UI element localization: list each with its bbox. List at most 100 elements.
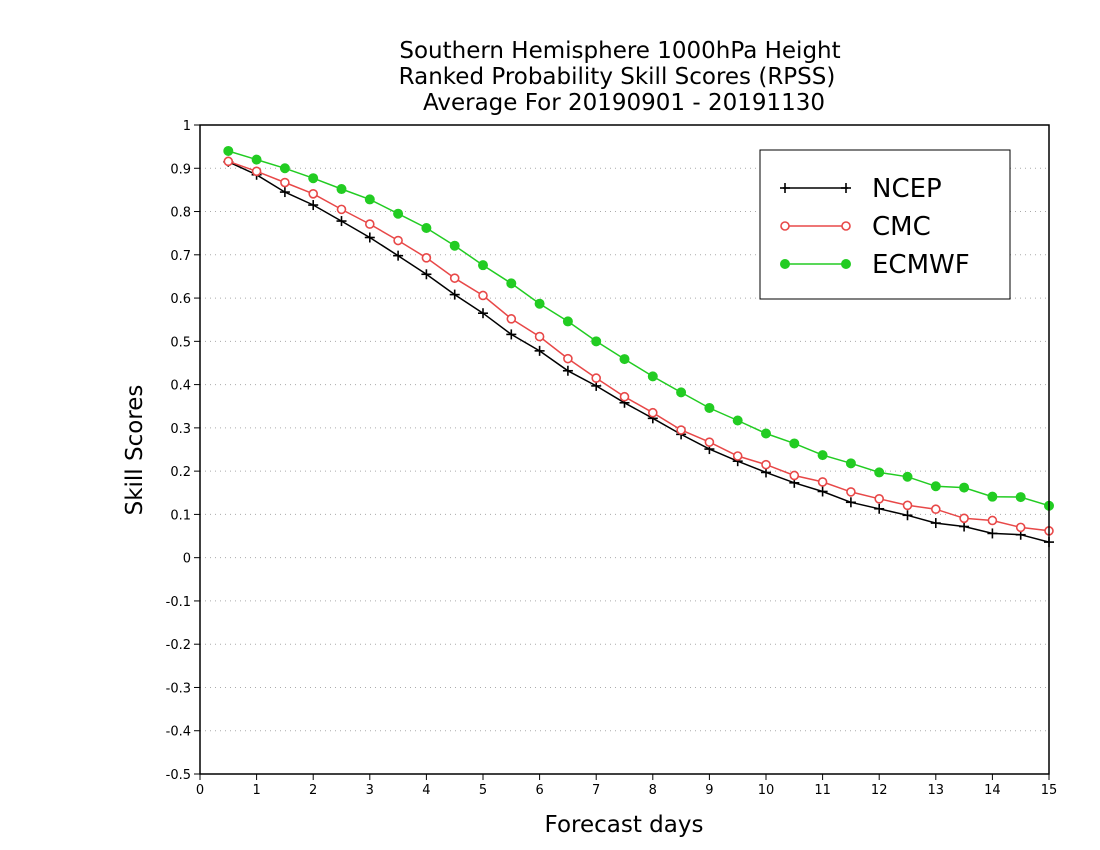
data-point-cmc <box>280 177 290 188</box>
data-point-ncep <box>308 200 319 211</box>
data-point-cmc <box>846 487 856 497</box>
data-point-ecmwf <box>591 336 602 347</box>
data-point-cmc <box>676 425 686 435</box>
y-tick-label: 0.4 <box>170 379 191 394</box>
legend-items: NCEP CMC ECMWF <box>780 174 970 280</box>
data-point-ecmwf <box>845 458 856 469</box>
legend-marker-ncep <box>841 183 851 193</box>
y-tick-label: 0.8 <box>170 206 191 221</box>
data-point-ncep <box>393 250 404 261</box>
y-tick-label: 0.3 <box>170 422 191 437</box>
data-point-ncep <box>421 269 432 280</box>
series-ecmwf <box>223 145 1054 511</box>
series-line-ncep <box>227 161 1050 543</box>
y-tick-label: 0.1 <box>170 508 191 523</box>
data-point-ecmwf <box>506 278 517 289</box>
data-point-cmc <box>563 353 573 364</box>
legend-label-ncep: NCEP <box>872 174 942 204</box>
data-point-ecmwf <box>676 387 687 398</box>
data-point-ncep <box>506 329 517 340</box>
x-tick-label: 11 <box>814 783 831 798</box>
y-tick-label: 0.5 <box>170 335 191 350</box>
legend-marker-cmc <box>780 221 790 231</box>
data-point-cmc <box>704 437 715 447</box>
x-tick-label: 6 <box>535 783 543 798</box>
data-point-cmc <box>506 314 517 324</box>
y-axis-ticks: -0.5 -0.4 -0.3 -0.2 -0.1 0 0.1 0.2 0.3 0.4 0.5 0.6 0… <box>166 119 200 783</box>
legend-marker-ecmwf <box>841 259 851 269</box>
data-point-cmc <box>393 235 403 246</box>
x-tick-label: 13 <box>928 783 945 798</box>
title-line-1: Southern Hemisphere 1000hPa Height <box>399 38 840 64</box>
x-tick-label: 2 <box>309 783 317 798</box>
legend: NCEP CMC ECMWF <box>759 149 1011 300</box>
data-point-ncep <box>959 521 970 532</box>
data-point-ecmwf <box>364 194 375 205</box>
data-point-ecmwf <box>308 173 319 184</box>
legend-label-cmc: CMC <box>872 212 931 242</box>
data-point-ecmwf <box>959 482 970 493</box>
data-point-cmc <box>449 273 460 283</box>
data-point-ecmwf <box>223 145 234 156</box>
data-point-ecmwf <box>619 354 630 365</box>
data-point-ecmwf <box>336 184 347 195</box>
data-point-ncep <box>336 216 347 227</box>
y-tick-label: 0 <box>183 552 191 567</box>
data-point-ecmwf <box>647 371 658 382</box>
data-point-cmc <box>421 253 432 263</box>
data-point-ecmwf <box>251 154 262 165</box>
data-point-cmc <box>902 500 913 511</box>
data-point-ncep <box>449 289 460 300</box>
x-tick-label: 10 <box>758 783 775 798</box>
data-point-ecmwf <box>704 402 715 413</box>
y-tick-label: -0.4 <box>166 725 191 740</box>
legend-marker-ecmwf <box>780 259 790 269</box>
x-tick-label: 8 <box>649 783 657 798</box>
data-point-ecmwf <box>732 415 743 426</box>
data-point-ncep <box>902 510 913 521</box>
x-tick-label: 3 <box>366 783 374 798</box>
data-point-cmc <box>534 331 545 342</box>
data-point-cmc <box>761 459 771 470</box>
data-point-cmc <box>959 513 969 524</box>
data-point-cmc <box>308 188 319 199</box>
y-tick-label: 1 <box>183 119 191 134</box>
data-point-cmc <box>251 166 262 177</box>
data-point-ecmwf <box>534 298 545 309</box>
legend-marker-ncep <box>780 183 790 193</box>
legend-label-ecmwf: ECMWF <box>872 250 970 280</box>
data-point-ecmwf <box>279 163 290 174</box>
y-tick-label: 0.2 <box>170 465 191 480</box>
data-point-cmc <box>619 391 630 402</box>
y-tick-label: -0.3 <box>166 681 191 696</box>
legend-item-ncep: NCEP <box>780 174 942 204</box>
x-tick-label: 5 <box>479 783 487 798</box>
legend-box <box>759 149 1011 300</box>
series-cmc <box>223 156 1054 536</box>
data-point-ecmwf <box>421 222 432 233</box>
data-point-cmc <box>336 204 347 215</box>
data-point-cmc <box>817 477 828 487</box>
y-tick-label: -0.5 <box>166 768 191 783</box>
data-point-ecmwf <box>449 240 460 251</box>
data-point-cmc <box>591 373 602 383</box>
data-point-ecmwf <box>789 438 800 449</box>
data-point-ncep <box>845 497 856 508</box>
title-line-3: Average For 20190901 - 20191130 <box>423 90 825 116</box>
legend-marker-cmc <box>841 221 851 231</box>
x-axis-label: Forecast days <box>545 812 704 838</box>
data-point-ecmwf <box>1015 492 1026 503</box>
data-point-ncep <box>562 365 573 376</box>
x-tick-label: 12 <box>871 783 888 798</box>
x-tick-label: 14 <box>984 783 1001 798</box>
data-point-ecmwf <box>930 481 941 492</box>
data-point-cmc <box>874 494 885 504</box>
y-axis-label: Skill Scores <box>122 385 148 516</box>
data-point-ncep <box>987 528 998 539</box>
data-point-ecmwf <box>761 428 771 439</box>
data-point-ecmwf <box>902 471 913 482</box>
x-tick-label: 1 <box>252 783 260 798</box>
data-point-cmc <box>364 219 375 229</box>
y-tick-label: 0.6 <box>170 292 191 307</box>
